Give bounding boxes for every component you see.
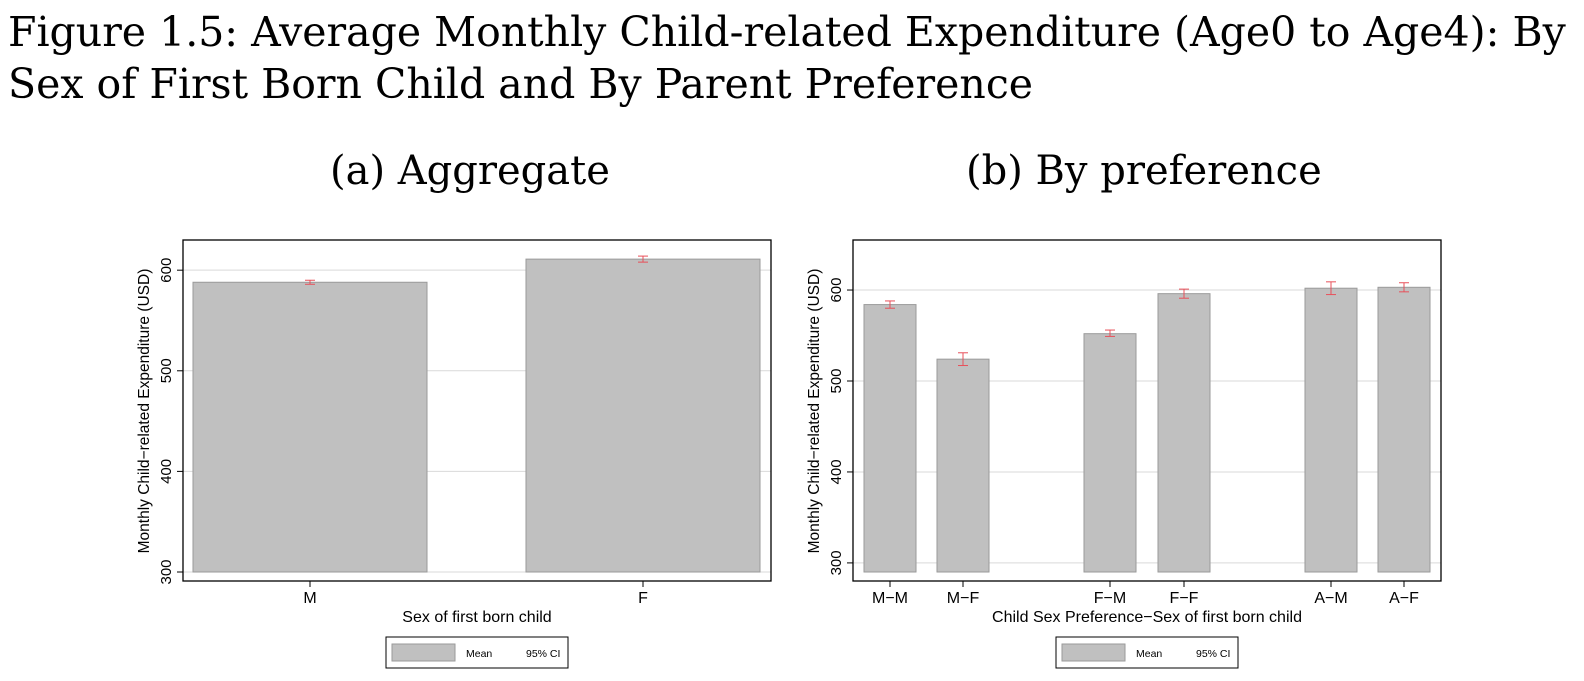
chart-b-title: (b) By preference bbox=[966, 148, 1322, 194]
bar bbox=[1377, 286, 1431, 573]
x-tick-label: A−M bbox=[1314, 590, 1347, 607]
legend-label-mean: Mean bbox=[466, 648, 492, 660]
legend-label-ci: 95% CI bbox=[526, 648, 560, 660]
bar bbox=[1157, 293, 1211, 573]
x-tick-label: A−F bbox=[1389, 590, 1419, 607]
y-tick-label: 500 bbox=[828, 368, 845, 393]
ci-error-bar bbox=[638, 255, 648, 263]
figure-title: Figure 1.5: Average Monthly Child-relate… bbox=[8, 8, 1566, 108]
bar bbox=[1304, 287, 1358, 573]
x-tick-label: M−M bbox=[872, 590, 908, 607]
y-tick-label: 600 bbox=[158, 258, 175, 283]
ci-error-bar bbox=[958, 352, 968, 367]
x-tick-label: F−M bbox=[1094, 590, 1126, 607]
y-tick-label: 400 bbox=[828, 459, 845, 484]
plot-frame bbox=[182, 239, 772, 582]
bar bbox=[863, 304, 917, 573]
bar bbox=[192, 281, 428, 573]
chart-a-title: (a) Aggregate bbox=[330, 148, 610, 194]
bar bbox=[525, 258, 761, 573]
ci-error-bar bbox=[1105, 329, 1115, 337]
legend-swatch-mean bbox=[391, 643, 456, 662]
y-tick-label: 600 bbox=[828, 278, 845, 303]
ci-error-bar bbox=[885, 300, 895, 309]
ci-error-bar bbox=[1326, 281, 1336, 296]
x-tick-label: M bbox=[303, 590, 316, 607]
bar bbox=[936, 358, 990, 573]
y-tick-label: 400 bbox=[158, 459, 175, 484]
y-axis-label: Monthly Child−related Expenditure (USD) bbox=[806, 269, 823, 554]
chart-by-preference: 300 400 500 600 M−M M−F F−M F−F A−M A−F Child Sex … bbox=[806, 239, 1442, 669]
x-tick-label: M−F bbox=[947, 590, 980, 607]
x-axis-label: Child Sex Preference−Sex of first born c… bbox=[992, 609, 1302, 626]
legend-label-ci: 95% CI bbox=[1196, 648, 1230, 660]
bar bbox=[1083, 333, 1137, 573]
x-tick-label: F−F bbox=[1170, 590, 1199, 607]
y-tick-label: 300 bbox=[158, 559, 175, 584]
y-axis-label: Monthly Child−related Expenditure (USD) bbox=[136, 269, 153, 554]
y-tick-label: 500 bbox=[158, 358, 175, 383]
ci-error-bar bbox=[1399, 282, 1409, 293]
legend: Mean 95% CI bbox=[385, 636, 569, 669]
plot-frame bbox=[852, 239, 1442, 582]
chart-aggregate: 300 400 500 600 M F Sex of first born child Mon… bbox=[136, 239, 772, 669]
x-tick-label: F bbox=[638, 590, 648, 607]
legend: Mean 95% CI bbox=[1055, 636, 1239, 669]
y-tick-label: 300 bbox=[828, 550, 845, 575]
ci-error-bar bbox=[305, 279, 315, 285]
legend-swatch-mean bbox=[1061, 643, 1126, 662]
ci-error-bar bbox=[1179, 288, 1189, 299]
x-axis-label: Sex of first born child bbox=[402, 609, 551, 626]
legend-box bbox=[1055, 636, 1239, 669]
legend-label-mean: Mean bbox=[1136, 648, 1162, 660]
